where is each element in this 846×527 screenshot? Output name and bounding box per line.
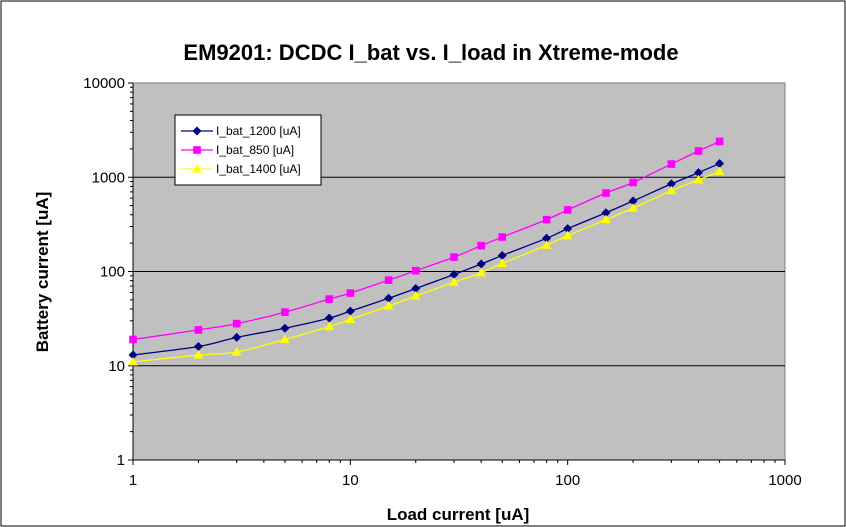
data-point-series-1 <box>629 178 637 187</box>
data-point-series-0 <box>449 269 459 279</box>
data-point-series-2 <box>231 346 242 356</box>
data-point-series-2 <box>628 203 638 212</box>
data-point-series-1 <box>498 233 507 241</box>
data-point-series-1 <box>411 266 420 275</box>
data-point-series-2 <box>541 240 552 249</box>
data-point-series-2 <box>193 350 204 359</box>
data-point-series-2 <box>714 166 725 176</box>
axes <box>128 82 786 465</box>
data-point-series-1 <box>602 189 610 197</box>
data-point-series-2 <box>497 258 508 267</box>
data-point-series-1 <box>281 308 289 316</box>
data-point-series-2 <box>383 301 394 310</box>
data-point-series-2 <box>345 314 356 324</box>
data-point-series-2 <box>410 290 421 300</box>
data-point-series-0 <box>666 179 676 189</box>
data-point-series-1 <box>694 147 703 155</box>
x-tick-label: 100 <box>555 472 580 489</box>
data-point-series-0 <box>384 293 394 303</box>
data-point-series-2 <box>601 214 611 224</box>
y-axis-title: Battery current [uA] <box>33 192 52 353</box>
legend-marker-0 <box>192 126 202 136</box>
y-tick-label: 1000 <box>92 169 125 186</box>
data-point-series-0 <box>345 306 355 316</box>
data-point-series-1 <box>715 137 724 146</box>
data-point-series-0 <box>232 332 242 342</box>
data-point-series-2 <box>562 230 573 240</box>
y-tick-label: 1 <box>117 452 125 469</box>
data-point-series-2 <box>449 277 459 286</box>
chart-title: EM9201: DCDC I_bat vs. I_load in Xtreme-… <box>183 40 678 65</box>
x-axis-title: Load current [uA] <box>387 505 530 524</box>
data-point-series-1 <box>346 289 355 297</box>
data-point-series-0 <box>563 224 573 234</box>
legend: I_bat_1200 [uA] I_bat_850 [uA] I_bat_1400 … <box>174 114 322 186</box>
data-point-series-1 <box>129 335 137 344</box>
data-point-series-0 <box>476 259 486 269</box>
x-tick-label: 10 <box>342 472 359 489</box>
legend-marker-2 <box>192 164 202 173</box>
legend-label-0: I_bat_1200 [uA] <box>216 124 301 138</box>
data-point-series-0 <box>193 342 203 352</box>
data-point-series-1 <box>384 276 393 284</box>
legend-label-1: I_bat_850 [uA] <box>216 143 294 157</box>
data-point-series-0 <box>497 250 507 260</box>
data-point-series-0 <box>715 158 725 168</box>
data-point-series-1 <box>232 319 241 328</box>
tick-labels: 1 10 100 1000 10000 1 10 100 1000 <box>83 75 801 489</box>
x-tick-label: 1 <box>129 472 137 489</box>
data-point-series-2 <box>476 267 486 277</box>
data-point-series-1 <box>563 206 572 214</box>
y-tick-label: 10 <box>108 358 125 375</box>
data-point-series-1 <box>542 215 551 224</box>
data-point-series-2 <box>324 321 335 331</box>
y-tick-label: 10000 <box>83 75 125 92</box>
data-point-series-2 <box>280 334 290 344</box>
data-point-series-0 <box>694 168 704 178</box>
data-point-series-0 <box>128 350 138 360</box>
data-point-series-2 <box>666 185 677 195</box>
data-point-series-1 <box>194 326 203 334</box>
data-point-series-1 <box>667 160 676 168</box>
data-point-series-0 <box>628 196 638 206</box>
data-point-series-1 <box>450 253 458 261</box>
data-point-series-0 <box>324 313 334 323</box>
data-point-series-2 <box>693 174 704 184</box>
data-point-series-0 <box>411 284 421 294</box>
data-point-series-0 <box>542 233 552 243</box>
legend-label-2: I_bat_1400 [uA] <box>216 162 301 176</box>
y-tick-label: 100 <box>100 264 125 281</box>
data-point-series-0 <box>280 323 290 333</box>
data-point-series-2 <box>128 356 138 366</box>
data-point-series-1 <box>325 295 334 303</box>
x-tick-label: 1000 <box>768 472 801 489</box>
data-point-series-1 <box>477 241 485 250</box>
legend-marker-1 <box>193 146 201 154</box>
data-point-series-0 <box>601 208 611 218</box>
series-markers <box>128 137 725 366</box>
